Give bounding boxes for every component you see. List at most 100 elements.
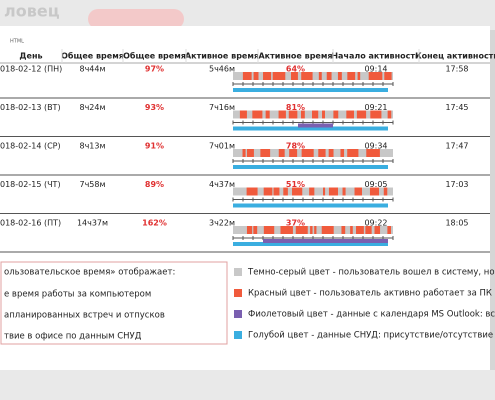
cell: 09:21 [364, 103, 387, 112]
active-segment [301, 149, 314, 157]
cell: 64% [286, 65, 305, 74]
cell: 162% [142, 219, 167, 228]
presence-strip [233, 165, 388, 169]
column-header: Общее время [61, 51, 124, 61]
active-segment [263, 226, 275, 234]
column-header: Общее время [123, 51, 186, 61]
cell: 09:05 [364, 180, 387, 189]
color-swatch [234, 268, 242, 276]
active-segment [366, 149, 380, 157]
cell: 37% [286, 219, 305, 228]
cell: 7ч58м [79, 180, 105, 189]
active-segment [246, 187, 258, 196]
active-segment [346, 110, 354, 119]
active-segment [283, 187, 288, 196]
active-segment [242, 149, 246, 157]
active-segment [253, 72, 259, 80]
active-segment [300, 110, 305, 119]
active-segment [301, 72, 313, 80]
cell: 3ч22м [209, 219, 235, 228]
active-segment [342, 187, 346, 196]
active-segment [292, 187, 303, 196]
active-segment [310, 226, 313, 234]
active-segment [387, 110, 392, 119]
active-segment [290, 72, 298, 80]
active-segment [273, 187, 280, 196]
cell: 8ч44м [79, 65, 105, 74]
cell: 89% [145, 180, 164, 189]
presence-strip [233, 126, 388, 131]
active-segment [333, 110, 339, 119]
cell: 81% [286, 103, 305, 112]
active-segment [246, 149, 254, 157]
day-cell: 018-02-13 (ВТ) [0, 103, 61, 112]
column-header: День [19, 52, 42, 61]
active-segment [260, 149, 271, 157]
timeline-bar [233, 226, 393, 234]
calendar-strip [263, 239, 388, 243]
presence-strip [233, 242, 388, 246]
active-segment [322, 110, 325, 119]
active-segment [321, 226, 334, 234]
active-segment [368, 72, 383, 80]
cell: 93% [145, 103, 164, 112]
color-legend-item: Красный цвет - пользователь активно рабо… [248, 289, 492, 299]
cell: 97% [145, 65, 164, 74]
timeline-bar [233, 72, 393, 80]
legend-item: апланированных встреч и отпусков [4, 311, 165, 321]
color-legend-item: Фиолетовый цвет - данные с календаря MS … [248, 310, 495, 320]
active-segment [295, 226, 308, 234]
active-segment [253, 226, 258, 234]
cell: 8ч13м [79, 142, 105, 151]
column-header: Начало активности [331, 52, 420, 61]
active-segment [374, 226, 381, 234]
export-button[interactable] [88, 9, 184, 29]
legend-item: е время работы за компьютером [4, 290, 151, 300]
column-header: Активное время [185, 52, 259, 61]
active-segment [347, 149, 359, 157]
active-segment [356, 110, 367, 119]
active-segment [347, 72, 356, 80]
active-segment [357, 72, 361, 80]
cell: 18:05 [445, 219, 468, 228]
presence-strip [233, 88, 388, 92]
active-segment [326, 72, 332, 80]
day-cell: 018-02-16 (ПТ) [0, 219, 61, 228]
active-segment [239, 110, 247, 119]
cell: 14ч37м [77, 219, 108, 228]
active-segment [341, 226, 346, 234]
cell: 7ч16м [209, 103, 235, 112]
active-segment [278, 149, 285, 157]
column-header: Активное время [258, 52, 332, 61]
day-cell: 018-02-14 (СР) [0, 142, 61, 151]
active-segment [337, 72, 342, 80]
active-segment [350, 226, 353, 234]
active-segment [289, 149, 298, 157]
active-segment [318, 72, 322, 80]
color-swatch [234, 310, 242, 318]
color-swatch [234, 331, 242, 339]
active-segment [328, 149, 334, 157]
active-segment [278, 110, 286, 119]
cell: 09:14 [364, 65, 387, 74]
panel-shadow [490, 30, 495, 370]
cell: 7ч01м [209, 142, 235, 151]
active-segment [265, 110, 270, 119]
cell: 09:34 [364, 142, 387, 151]
active-segment [288, 110, 298, 119]
active-segment [322, 187, 326, 196]
active-segment [263, 187, 273, 196]
active-segment [328, 187, 338, 196]
legend-box [0, 261, 228, 345]
active-segment [356, 226, 364, 234]
active-segment [354, 187, 362, 196]
cell: 4ч37м [209, 180, 235, 189]
active-segment [309, 187, 315, 196]
day-cell: 018-02-12 (ПН) [0, 65, 62, 74]
active-segment [272, 72, 286, 80]
active-segment [242, 72, 252, 80]
active-segment [369, 187, 380, 196]
active-segment [252, 110, 263, 119]
legend-item: твие в офисе по данным СНУД [4, 332, 142, 342]
